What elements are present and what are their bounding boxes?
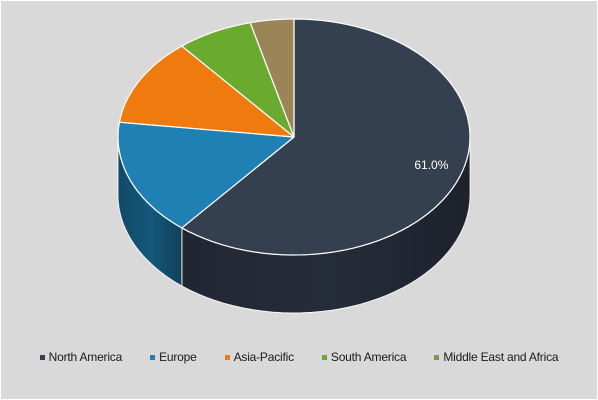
- legend: North America Europe Asia-Pacific South Ame…: [0, 349, 598, 365]
- legend-label: Middle East and Africa: [443, 350, 559, 364]
- legend-item-europe: Europe: [150, 350, 197, 364]
- legend-swatch: [434, 354, 440, 360]
- legend-item-north-america: North America: [39, 350, 123, 364]
- pie-slice-south-america: [181, 22, 295, 138]
- pie-slice-europe: [117, 121, 295, 229]
- legend-label: North America: [48, 350, 123, 364]
- legend-item-middle-east-and-africa: Middle East and Africa: [434, 350, 559, 364]
- legend-label: Europe: [159, 350, 197, 364]
- legend-swatch: [321, 354, 327, 360]
- legend-label: Asia-Pacific: [233, 350, 294, 364]
- legend-swatch: [150, 354, 156, 360]
- legend-swatch: [224, 354, 230, 360]
- pie-slice-middle-east-and-africa: [249, 18, 295, 138]
- legend-item-south-america: South America: [321, 350, 407, 364]
- pie-slice-north-america: [181, 18, 471, 256]
- data-label-north-america: 61.0%: [414, 158, 448, 172]
- legend-swatch: [39, 354, 45, 360]
- legend-item-asia-pacific: Asia-Pacific: [224, 350, 294, 364]
- pie-slice-asia-pacific: [118, 45, 295, 138]
- legend-label: South America: [330, 350, 407, 364]
